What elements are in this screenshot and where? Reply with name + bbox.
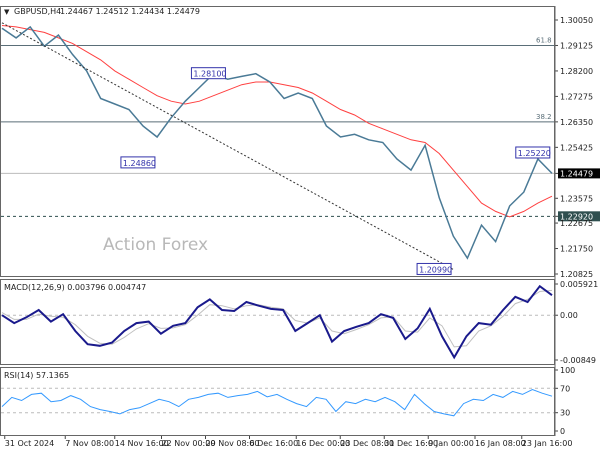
x-tick-label: 7 Nov 08:00: [65, 439, 114, 448]
y-tick-label: 0: [560, 427, 565, 436]
y-tick-label: 1.26350: [560, 118, 593, 127]
ohlc-label: 1.24467 1.24512 1.24434 1.24479: [60, 7, 200, 16]
y-tick-label: 1.24479: [560, 169, 593, 178]
y-tick-label: 1.29125: [560, 41, 593, 50]
moving-average-line: [1, 25, 553, 218]
y-tick-label: 0.00: [560, 311, 578, 320]
y-tick-label: 1.22675: [560, 219, 593, 228]
macd-panel-frame: [0, 279, 555, 365]
support-price-tag: [558, 211, 600, 222]
price-annotation-box: [515, 146, 551, 159]
price-annotation-box: [416, 262, 452, 275]
x-tick-label: 16 Jan 08:00: [475, 439, 526, 448]
y-tick-label: 1.28200: [560, 67, 593, 76]
rsi-title: RSI(14) 57.1365: [4, 371, 69, 380]
x-tick-label: 16 Dec 00:00: [296, 439, 350, 448]
y-tick-label: 1.20825: [560, 270, 593, 279]
macd-line: [1, 284, 553, 360]
x-tick-label: 6 Dec 16:00: [250, 439, 299, 448]
symbol-label: GBPUSD,H4: [14, 7, 61, 16]
y-tick-label: 30: [560, 409, 570, 418]
trendline: [1, 22, 454, 270]
fib-level-label: 61.8: [536, 36, 552, 44]
x-tick-label: 23 Dec 08:00: [340, 439, 394, 448]
price-line: [1, 25, 553, 260]
x-tick-label: 14 Nov 16:00: [115, 439, 169, 448]
price-annotation: 1.25220: [518, 149, 551, 158]
x-tick-label: 31 Dec 16:00: [384, 439, 438, 448]
y-tick-label: 70: [560, 384, 570, 393]
x-tick-label: 9 Jan 00:00: [428, 439, 474, 448]
price-annotation: 1.24860: [123, 159, 156, 168]
y-tick-label: 1.22920: [560, 212, 593, 221]
macd-title: MACD(12,26,9) 0.003796 0.004747: [4, 283, 146, 292]
x-tick-label: 29 Nov 08:00: [206, 439, 260, 448]
current-price-tag: [558, 168, 600, 179]
price-annotation-box: [120, 156, 156, 169]
dropdown-triangle-icon[interactable]: ▼: [4, 8, 10, 16]
watermark: Action Forex: [103, 235, 208, 255]
price-annotation: 1.28100: [193, 70, 226, 79]
y-tick-label: 1.25425: [560, 143, 593, 152]
y-tick-label: 1.27275: [560, 92, 593, 101]
fib-level-label: 38.2: [536, 113, 552, 121]
y-tick-label: 1.21750: [560, 245, 593, 254]
y-tick-label: 100: [560, 366, 575, 375]
x-tick-label: 22 Nov 00:00: [162, 439, 216, 448]
y-tick-label: 1.30050: [560, 16, 593, 25]
x-tick-label: 31 Oct 2024: [5, 439, 54, 448]
price-panel-frame: [0, 6, 555, 277]
y-tick-label: 1.23575: [560, 194, 593, 203]
x-tick-label: 23 Jan 16:00: [522, 439, 573, 448]
y-tick-label: 0.005921: [560, 280, 598, 289]
price-annotation: 1.20990: [419, 265, 452, 274]
y-tick-label: -0.00849: [560, 356, 596, 365]
rsi-line: [1, 388, 553, 417]
macd-signal-line: [1, 289, 553, 348]
price-annotation-box: [190, 67, 226, 80]
